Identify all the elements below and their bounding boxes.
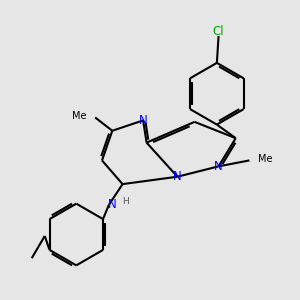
Text: N: N [214,160,223,173]
Text: Me: Me [72,111,86,121]
Text: N: N [107,198,116,212]
Text: H: H [122,197,129,206]
Text: Cl: Cl [213,25,224,38]
Text: N: N [173,170,182,183]
Text: Me: Me [258,154,272,164]
Text: N: N [139,114,148,127]
